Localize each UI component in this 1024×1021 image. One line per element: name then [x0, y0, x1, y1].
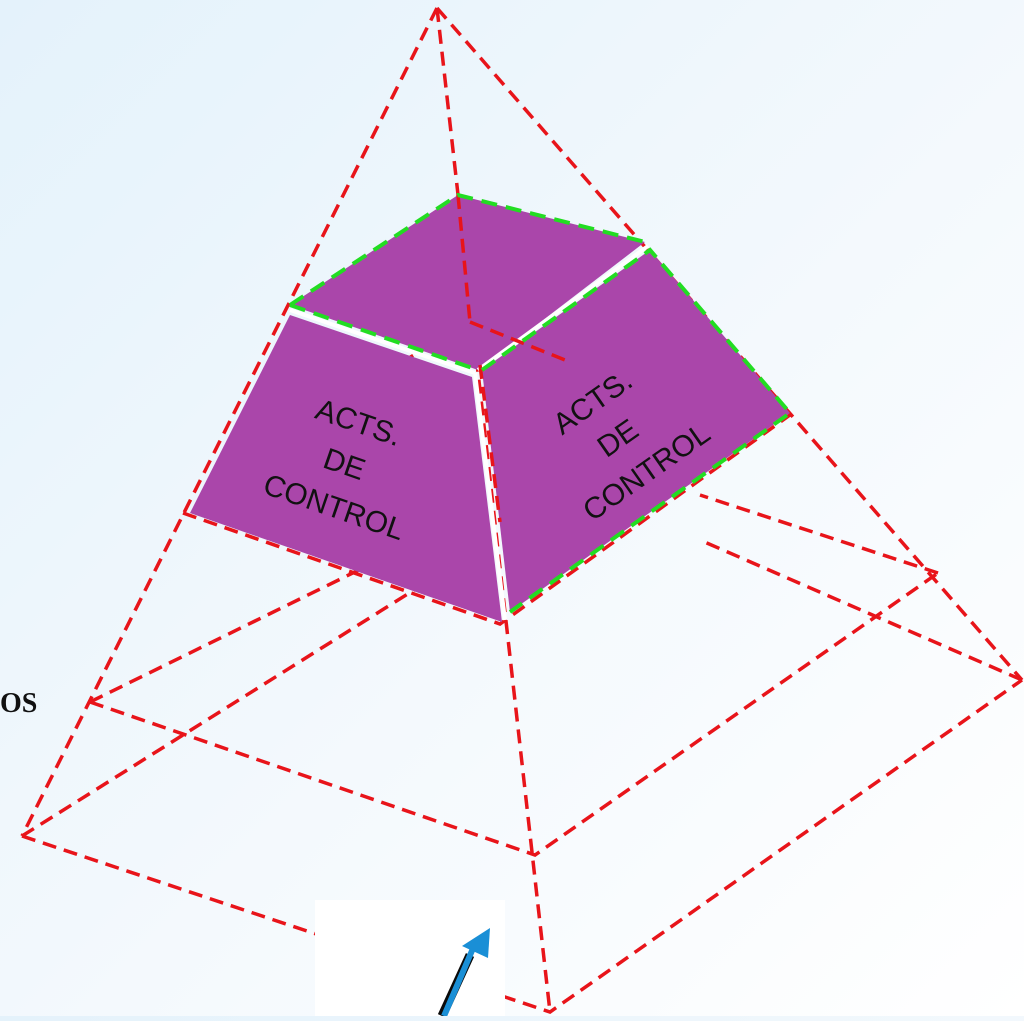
block-right-face — [482, 250, 790, 612]
highlight-outline-top — [289, 303, 479, 372]
pyramid-level-2 — [182, 413, 792, 626]
block-edge — [476, 244, 650, 372]
pyramid-base-back-left — [21, 578, 431, 838]
pyramid-wireframe — [20, 6, 1024, 1014]
pyramid-base — [21, 678, 1024, 1014]
pyramid-edge-front — [435, 7, 552, 1013]
block-left-face — [190, 315, 502, 622]
pyramid-level-3 — [89, 571, 940, 857]
control-block — [190, 195, 790, 622]
pyramid-edge-overlay — [478, 364, 502, 523]
pyramid-base-back-right — [699, 538, 1023, 682]
pyramid-edge-overlay — [469, 320, 566, 362]
side-label: OS — [0, 688, 37, 719]
pyramid-level-3-back-right — [699, 493, 939, 575]
bottom-panel — [315, 900, 505, 1016]
block-edge — [289, 308, 476, 375]
block-edge — [473, 372, 507, 621]
highlight-outline-top — [288, 192, 646, 307]
pyramid-edge-left — [20, 7, 439, 837]
up-arrow-icon — [437, 928, 490, 1018]
highlight-outline-right — [480, 247, 793, 614]
pyramid-level-3-back-left — [89, 538, 421, 704]
